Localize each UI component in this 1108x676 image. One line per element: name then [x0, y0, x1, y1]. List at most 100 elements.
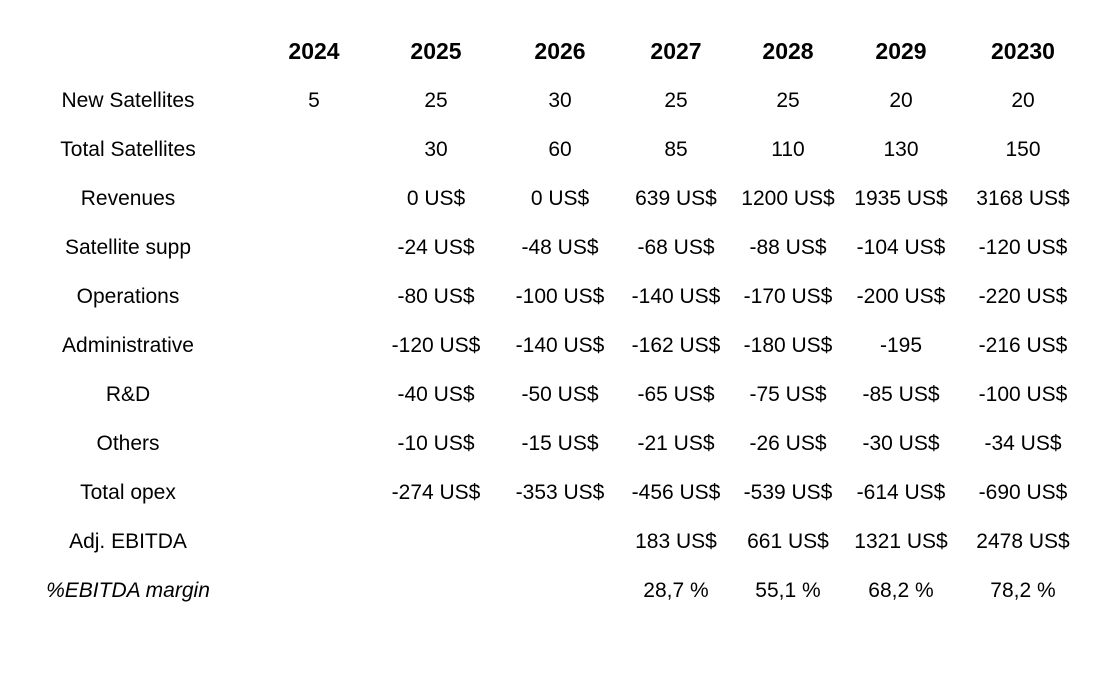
table-row: %EBITDA margin 28,7 % 55,1 % 68,2 % 78,2 %: [0, 566, 1088, 615]
value-cell: [256, 517, 372, 566]
year-header: 2027: [650, 37, 702, 64]
value-cell: -48 US$: [521, 235, 599, 259]
row-label: New Satellites: [61, 88, 195, 112]
value-cell: 5: [308, 88, 320, 112]
value-cell: [372, 566, 500, 615]
value-cell: -10 US$: [397, 431, 475, 455]
value-cell: -170 US$: [743, 284, 833, 308]
value-cell: -216 US$: [978, 333, 1068, 357]
value-cell: 661 US$: [747, 529, 829, 553]
value-cell: 30: [548, 88, 572, 112]
value-cell: -104 US$: [856, 235, 946, 259]
value-cell: -539 US$: [743, 480, 833, 504]
value-cell: [256, 566, 372, 615]
value-cell: -34 US$: [984, 431, 1062, 455]
value-cell: -80 US$: [397, 284, 475, 308]
value-cell: -100 US$: [515, 284, 605, 308]
value-cell: 78,2 %: [990, 578, 1056, 602]
row-label: Revenues: [80, 186, 176, 210]
value-cell: -162 US$: [631, 333, 721, 357]
value-cell: 183 US$: [635, 529, 717, 553]
value-cell: 1935 US$: [854, 186, 948, 210]
value-cell: 68,2 %: [868, 578, 934, 602]
value-cell: -120 US$: [978, 235, 1068, 259]
value-cell: 85: [664, 137, 688, 161]
value-cell: [256, 419, 372, 468]
value-cell: -140 US$: [631, 284, 721, 308]
value-cell: -65 US$: [637, 382, 715, 406]
value-cell: -85 US$: [862, 382, 940, 406]
value-cell: -274 US$: [391, 480, 481, 504]
value-cell: -120 US$: [391, 333, 481, 357]
row-label: Total opex: [80, 480, 176, 504]
value-cell: -614 US$: [856, 480, 946, 504]
value-cell: -21 US$: [637, 431, 715, 455]
value-cell: 28,7 %: [643, 578, 709, 602]
table-row: New Satellites 5 25 30 25 25 20 20: [0, 76, 1088, 125]
year-header: 2024: [288, 37, 340, 64]
table-row: Others -10 US$ -15 US$ -21 US$ -26 US$ -30 US…: [0, 419, 1088, 468]
value-cell: -100 US$: [978, 382, 1068, 406]
corner-cell: [0, 26, 256, 76]
value-cell: 2478 US$: [976, 529, 1070, 553]
year-header: 2026: [534, 37, 586, 64]
financial-projection-table: 2024 2025 2026 2027 2028 2029 20230 New Satell…: [0, 26, 1088, 615]
value-cell: 3168 US$: [976, 186, 1070, 210]
value-cell: [500, 566, 620, 615]
year-header: 2029: [875, 37, 927, 64]
value-cell: 130: [883, 137, 919, 161]
value-cell: -456 US$: [631, 480, 721, 504]
row-label: Administrative: [62, 333, 194, 357]
value-cell: -40 US$: [397, 382, 475, 406]
value-cell: 110: [771, 137, 805, 161]
value-cell: -220 US$: [978, 284, 1068, 308]
row-label: Adj. EBITDA: [69, 529, 187, 553]
value-cell: 150: [1005, 137, 1041, 161]
value-cell: [256, 370, 372, 419]
value-cell: 1200 US$: [741, 186, 835, 210]
value-cell: [256, 321, 372, 370]
value-cell: -690 US$: [978, 480, 1068, 504]
table-row: Satellite supp -24 US$ -48 US$ -68 US$ -88 U…: [0, 223, 1088, 272]
row-label: R&D: [105, 382, 151, 406]
table-row: Revenues 0 US$ 0 US$ 639 US$ 1200 US$ 1935 US…: [0, 174, 1088, 223]
value-cell: 20: [1011, 88, 1035, 112]
table-row: Adj. EBITDA 183 US$ 661 US$ 1321 US$ 2478 US…: [0, 517, 1088, 566]
table-row: Administrative -120 US$ -140 US$ -162 US$ -1…: [0, 321, 1088, 370]
value-cell: -180 US$: [743, 333, 833, 357]
value-cell: -15 US$: [521, 431, 599, 455]
value-cell: [256, 223, 372, 272]
row-label: Satellite supp: [64, 235, 192, 259]
table-row: Operations -80 US$ -100 US$ -140 US$ -170 US…: [0, 272, 1088, 321]
value-cell: [256, 174, 372, 223]
value-cell: -88 US$: [749, 235, 827, 259]
year-header: 2028: [762, 37, 814, 64]
table-row: Total opex -274 US$ -353 US$ -456 US$ -539 U…: [0, 468, 1088, 517]
value-cell: -75 US$: [749, 382, 827, 406]
value-cell: -30 US$: [862, 431, 940, 455]
row-label: Others: [96, 431, 160, 455]
value-cell: [372, 517, 500, 566]
value-cell: 1321 US$: [854, 529, 948, 553]
value-cell: -68 US$: [637, 235, 715, 259]
table-row: Total Satellites 30 60 85 110 130 150: [0, 125, 1088, 174]
row-label: %EBITDA margin: [46, 578, 210, 602]
value-cell: -50 US$: [521, 382, 599, 406]
value-cell: [256, 125, 372, 174]
value-cell: [256, 272, 372, 321]
table-row: R&D -40 US$ -50 US$ -65 US$ -75 US$ -85 US$ -1…: [0, 370, 1088, 419]
value-cell: 60: [548, 137, 572, 161]
value-cell: [256, 468, 372, 517]
value-cell: 30: [424, 137, 448, 161]
value-cell: [500, 517, 620, 566]
value-cell: 639 US$: [635, 186, 717, 210]
value-cell: 25: [424, 88, 448, 112]
value-cell: -353 US$: [515, 480, 605, 504]
year-header: 20230: [991, 37, 1055, 64]
value-cell: 55,1 %: [755, 578, 821, 602]
value-cell: -24 US$: [397, 235, 475, 259]
value-cell: 25: [776, 88, 800, 112]
value-cell: -200 US$: [856, 284, 946, 308]
row-label: Total Satellites: [60, 137, 196, 161]
value-cell: 0 US$: [406, 186, 466, 210]
